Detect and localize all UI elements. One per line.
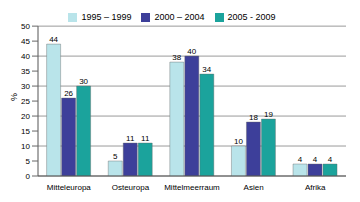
svg-text:35: 35	[21, 67, 30, 76]
svg-text:30: 30	[79, 77, 88, 86]
svg-text:10: 10	[234, 137, 243, 146]
svg-text:20: 20	[21, 112, 30, 121]
svg-text:34: 34	[202, 65, 211, 74]
svg-text:%: %	[9, 93, 19, 101]
svg-text:10: 10	[21, 142, 30, 151]
svg-text:26: 26	[64, 89, 73, 98]
svg-text:38: 38	[172, 53, 181, 62]
html-text:2000 – 2004: 2000 – 2004	[154, 12, 205, 22]
svg-text:30: 30	[21, 82, 30, 91]
svg-text:45: 45	[21, 37, 30, 46]
svg-text:44: 44	[49, 35, 58, 44]
svg-text:4: 4	[298, 155, 303, 164]
svg-text:40: 40	[21, 52, 30, 61]
svg-text:18: 18	[249, 113, 258, 122]
svg-text:Osteuropa: Osteuropa	[112, 183, 150, 192]
svg-text:0: 0	[26, 172, 31, 181]
html-text:2005 - 2009: 2005 - 2009	[227, 12, 276, 22]
svg-text:Asien: Asien	[244, 183, 264, 192]
html-text:1995 – 1999: 1995 – 1999	[81, 12, 132, 22]
svg-text:4: 4	[313, 155, 318, 164]
svg-text:Afrika: Afrika	[305, 183, 326, 192]
svg-text:15: 15	[21, 127, 30, 136]
svg-text:19: 19	[264, 110, 273, 119]
svg-text:Mittelmeerraum: Mittelmeerraum	[164, 183, 220, 192]
svg-text:4: 4	[328, 155, 333, 164]
svg-text:5: 5	[26, 157, 31, 166]
svg-text:5: 5	[113, 152, 118, 161]
svg-text:11: 11	[141, 134, 150, 143]
svg-text:11: 11	[126, 134, 135, 143]
svg-text:Mitteleuropa: Mitteleuropa	[47, 183, 92, 192]
svg-text:50: 50	[21, 22, 30, 31]
svg-text:40: 40	[187, 47, 196, 56]
svg-text:25: 25	[21, 97, 30, 106]
